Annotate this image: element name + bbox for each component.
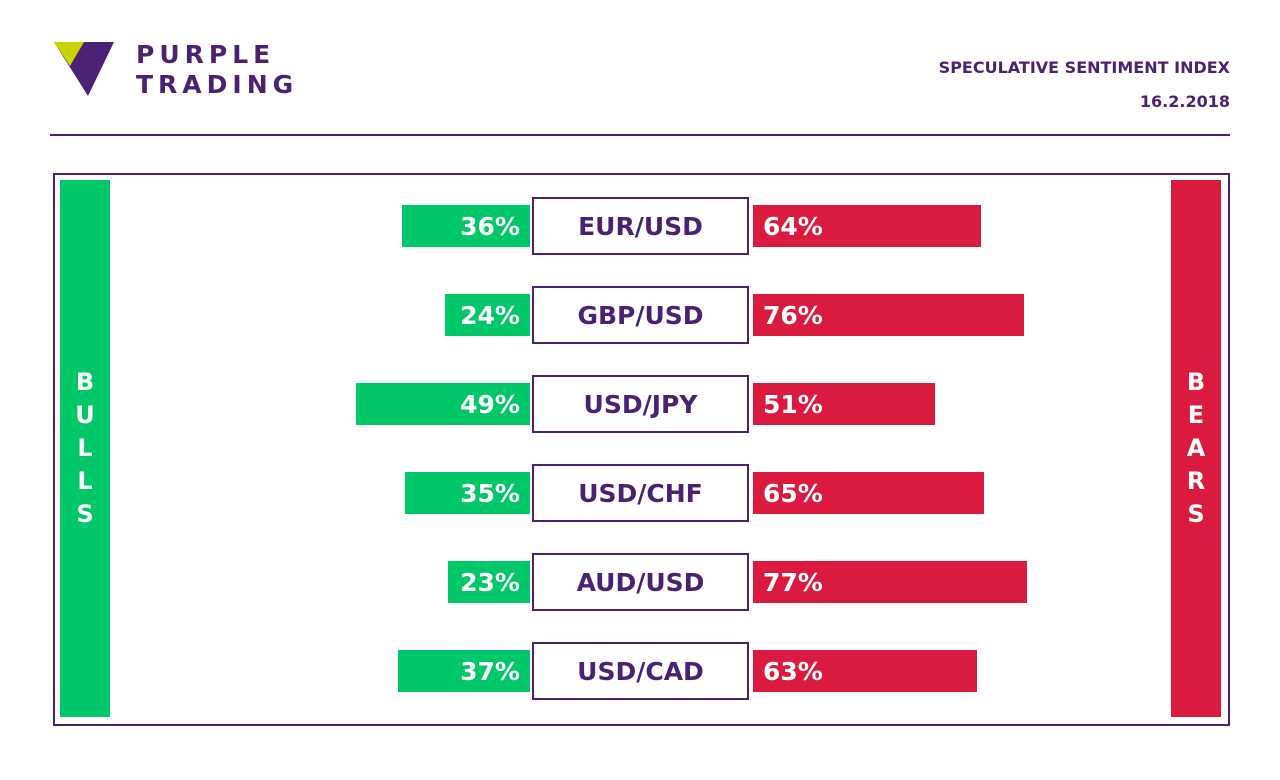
bears-side-bar: BEARS xyxy=(1171,180,1221,717)
bulls-bar-1: 24% xyxy=(444,294,530,336)
bears-value-label: 51% xyxy=(763,389,823,419)
bulls-value-label: 24% xyxy=(460,300,520,330)
brand-line-1: PURPLE xyxy=(136,40,276,69)
currency-pair-label: GBP/USD xyxy=(532,286,749,344)
bulls-value-label: 37% xyxy=(460,656,520,686)
header-divider xyxy=(50,134,1230,136)
report-title: SPECULATIVE SENTIMENT INDEX xyxy=(938,58,1230,77)
bears-value-label: 65% xyxy=(763,478,823,508)
bulls-value-label: 36% xyxy=(460,211,520,241)
bears-value-label: 63% xyxy=(763,656,823,686)
bears-value-label: 76% xyxy=(763,300,823,330)
bulls-bar-5: 37% xyxy=(398,650,530,692)
currency-pair-label: AUD/USD xyxy=(532,553,749,611)
bulls-value-label: 35% xyxy=(460,478,520,508)
bears-bar-1: 76% xyxy=(753,294,1024,336)
bulls-bar-2: 49% xyxy=(355,383,530,425)
chart-frame xyxy=(53,173,1230,726)
bears-bar-3: 65% xyxy=(753,472,985,514)
bears-label: BEARS xyxy=(1186,368,1206,528)
currency-pair-label: USD/CAD xyxy=(532,642,749,700)
brand-name: PURPLE TRADING xyxy=(136,40,298,100)
bears-bar-4: 77% xyxy=(753,561,1028,603)
bears-bar-5: 63% xyxy=(753,650,978,692)
bulls-bar-4: 23% xyxy=(448,561,530,603)
bulls-value-label: 23% xyxy=(460,567,520,597)
currency-pair-label: USD/CHF xyxy=(532,464,749,522)
currency-pair-label: USD/JPY xyxy=(532,375,749,433)
bears-bar-0: 64% xyxy=(753,205,981,247)
bulls-bar-0: 36% xyxy=(401,205,530,247)
bears-bar-2: 51% xyxy=(753,383,935,425)
brand-line-2: TRADING xyxy=(136,70,299,99)
report-date: 16.2.2018 xyxy=(1139,92,1230,111)
bears-value-label: 64% xyxy=(763,211,823,241)
bulls-value-label: 49% xyxy=(460,389,520,419)
bulls-bar-3: 35% xyxy=(405,472,530,514)
bulls-label: BULLS xyxy=(75,368,95,528)
bears-value-label: 77% xyxy=(763,567,823,597)
brand-logo: PURPLE TRADING xyxy=(52,40,312,100)
purple-triangle-logo-icon xyxy=(54,42,114,96)
currency-pair-label: EUR/USD xyxy=(532,197,749,255)
report-header: SPECULATIVE SENTIMENT INDEX 16.2.2018 xyxy=(939,56,1230,114)
bulls-side-bar: BULLS xyxy=(60,180,110,717)
